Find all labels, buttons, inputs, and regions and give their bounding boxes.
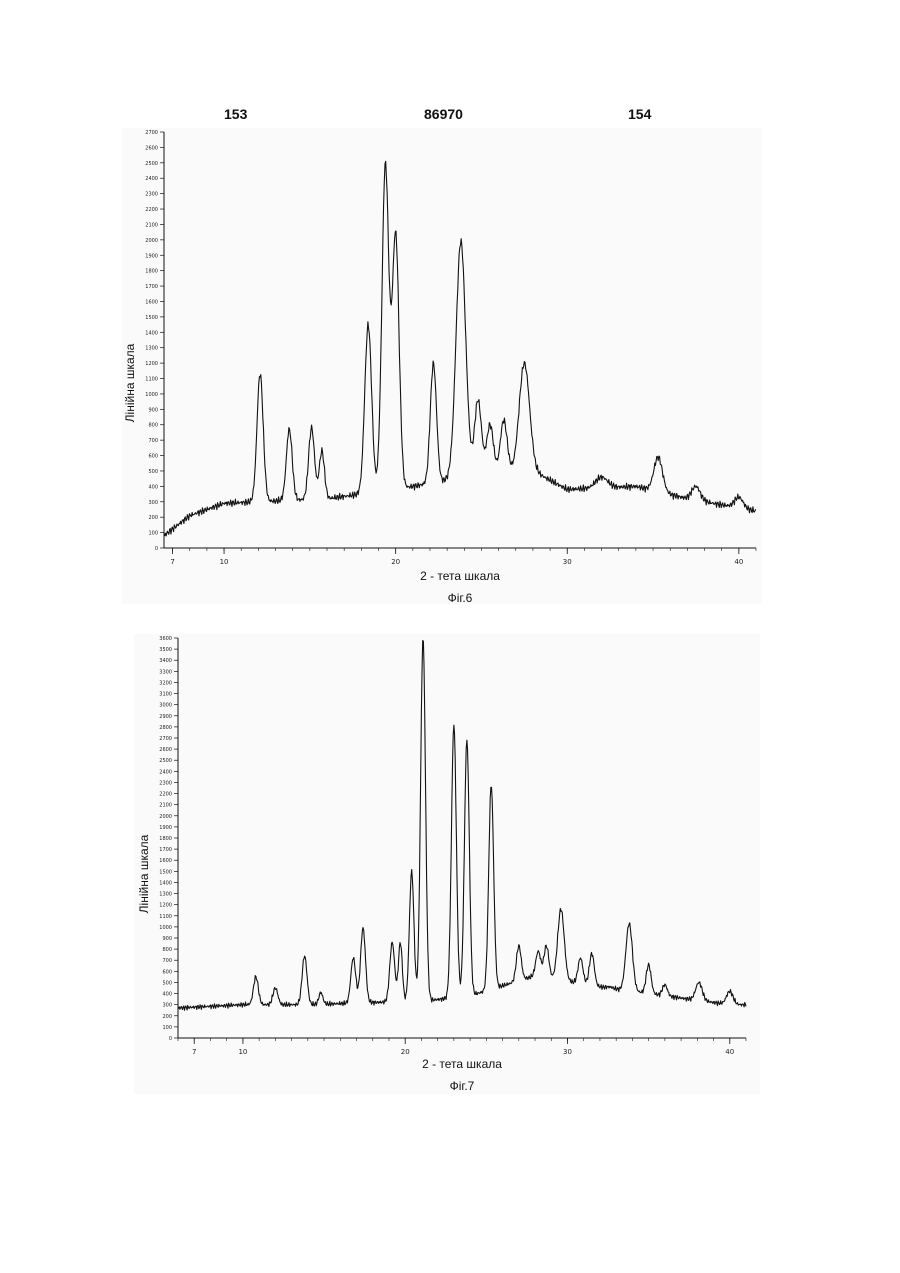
diffraction-trace — [178, 641, 746, 1011]
y-tick-label: 1600 — [159, 858, 172, 864]
y-tick-label: 2200 — [145, 207, 158, 213]
figure-6-chart: 0 100 200 300 400 500 600 700 800 900 1000 1100 1200… — [122, 128, 762, 604]
document-number: 86970 — [424, 106, 463, 122]
y-tick-label: 1400 — [159, 880, 172, 886]
x-axis-title: 2 - тета шкала — [420, 569, 500, 583]
diffraction-trace — [164, 161, 756, 536]
y-tick-label: 2700 — [159, 736, 172, 742]
y-tick-label: 900 — [148, 407, 158, 413]
page-number-left: 153 — [224, 106, 247, 122]
figure-7-chart: 0 100 200 300 400 500 600 700 800 900 1000 1100 1200… — [134, 634, 760, 1094]
y-tick-label: 3400 — [159, 658, 172, 664]
y-tick-label: 3500 — [159, 647, 172, 653]
y-tick-label: 0 — [155, 546, 158, 552]
y-tick-label: 3100 — [159, 692, 172, 698]
x-tick-label: 20 — [391, 558, 400, 566]
y-tick-label: 100 — [148, 531, 158, 537]
y-tick-label: 2600 — [145, 145, 158, 151]
x-tick-label: 40 — [725, 1048, 734, 1056]
y-tick-label: 0 — [169, 1036, 172, 1042]
y-tick-label: 800 — [162, 947, 172, 953]
y-tick-label: 2500 — [145, 161, 158, 167]
x-tick-label: 10 — [238, 1048, 247, 1056]
y-tick-label: 2200 — [159, 792, 172, 798]
y-tick-label: 200 — [148, 515, 158, 521]
y-tick-label: 1300 — [159, 892, 172, 898]
y-tick-label: 1900 — [145, 253, 158, 259]
y-tick-label: 2100 — [159, 803, 172, 809]
y-tick-label: 2800 — [159, 725, 172, 731]
y-tick-label: 1500 — [145, 315, 158, 321]
y-tick-label: 2400 — [159, 769, 172, 775]
y-tick-label: 1300 — [145, 346, 158, 352]
y-tick-label: 100 — [162, 1025, 172, 1031]
y-tick-label: 1000 — [145, 392, 158, 398]
y-tick-label: 2100 — [145, 222, 158, 228]
x-tick-label: 10 — [220, 558, 229, 566]
y-tick-label: 2900 — [159, 714, 172, 720]
y-tick-label: 2500 — [159, 758, 172, 764]
y-tick-label: 800 — [148, 423, 158, 429]
y-tick-label: 2000 — [145, 238, 158, 244]
y-tick-label: 900 — [162, 936, 172, 942]
y-tick-label: 2600 — [159, 747, 172, 753]
y-tick-label: 1700 — [145, 284, 158, 290]
y-tick-label: 700 — [148, 438, 158, 444]
y-tick-label: 1100 — [159, 914, 172, 920]
y-axis-title: Лінійна шкала — [123, 343, 137, 422]
y-tick-label: 2400 — [145, 176, 158, 182]
figure-6-plot: 0 100 200 300 400 500 600 700 800 900 1000 1100 1200… — [122, 128, 762, 604]
y-tick-label: 300 — [148, 500, 158, 506]
y-tick-label: 1200 — [145, 361, 158, 367]
y-tick-label: 2700 — [145, 130, 158, 136]
figure-caption: Фіг.7 — [450, 1079, 475, 1093]
y-axis-title: Лінійна шкала — [137, 834, 151, 913]
y-tick-label: 3200 — [159, 680, 172, 686]
x-tick-label: 40 — [734, 558, 743, 566]
y-tick-label: 700 — [162, 958, 172, 964]
y-tick-label: 2300 — [145, 192, 158, 198]
y-tick-label: 1800 — [159, 836, 172, 842]
y-tick-label: 500 — [162, 980, 172, 986]
y-tick-label: 500 — [148, 469, 158, 475]
y-tick-label: 400 — [148, 484, 158, 490]
y-tick-label: 3000 — [159, 703, 172, 709]
y-tick-label: 600 — [162, 969, 172, 975]
y-tick-label: 2000 — [159, 814, 172, 820]
y-tick-label: 1000 — [159, 925, 172, 931]
y-tick-label: 400 — [162, 992, 172, 998]
x-tick-label: 7 — [170, 558, 174, 566]
y-tick-label: 2300 — [159, 780, 172, 786]
y-tick-label: 1700 — [159, 847, 172, 853]
y-tick-label: 600 — [148, 454, 158, 460]
y-tick-label: 3300 — [159, 669, 172, 675]
x-tick-label: 20 — [401, 1048, 410, 1056]
y-tick-label: 1500 — [159, 869, 172, 875]
y-tick-label: 1600 — [145, 299, 158, 305]
y-tick-label: 300 — [162, 1003, 172, 1009]
y-tick-label: 1900 — [159, 825, 172, 831]
y-tick-label: 1400 — [145, 330, 158, 336]
figure-caption: Фіг.6 — [448, 591, 473, 605]
y-tick-label: 1800 — [145, 269, 158, 275]
x-tick-label: 30 — [563, 1048, 572, 1056]
x-tick-label: 30 — [563, 558, 572, 566]
page-number-right: 154 — [628, 106, 651, 122]
y-tick-label: 3600 — [159, 636, 172, 642]
x-axis-title: 2 - тета шкала — [422, 1057, 502, 1071]
y-tick-label: 200 — [162, 1014, 172, 1020]
y-tick-label: 1200 — [159, 903, 172, 909]
figure-7-plot: 0 100 200 300 400 500 600 700 800 900 1000 1100 1200… — [134, 634, 760, 1094]
y-tick-label: 1100 — [145, 377, 158, 383]
x-tick-label: 7 — [192, 1048, 196, 1056]
